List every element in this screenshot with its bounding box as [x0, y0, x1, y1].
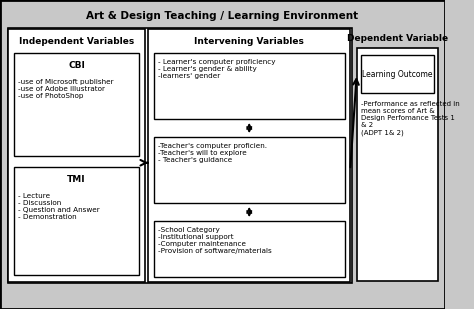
Text: -Performance as reflected in
mean scores of Art &
Design Perfomance Tests 1
& 2
: -Performance as reflected in mean scores… [361, 101, 459, 136]
Text: Art & Design Teaching / Learning Environment: Art & Design Teaching / Learning Environ… [86, 11, 358, 21]
Text: TMI: TMI [67, 175, 86, 184]
Text: -Teacher's computer proficien.
-Teacher's will to explore
- Teacher's guidance: -Teacher's computer proficien. -Teacher'… [158, 143, 267, 163]
Text: Dependent Variable: Dependent Variable [347, 33, 448, 43]
Bar [14, 167, 139, 275]
Text: CBI: CBI [68, 61, 85, 70]
Text: -School Category
-Institutional support
-Computer maintenance
-Provision of soft: -School Category -Institutional support … [158, 227, 272, 254]
Text: Independent Variables: Independent Variables [19, 36, 134, 45]
Bar [14, 53, 139, 156]
Bar [9, 29, 145, 282]
Text: Learning Outcome: Learning Outcome [362, 70, 433, 78]
Text: -use of Microsoft publisher
-use of Adobe illustrator
-use of PhotoShop: -use of Microsoft publisher -use of Adob… [18, 79, 113, 99]
Bar [154, 53, 345, 119]
Bar [362, 55, 434, 93]
Text: - Learner's computer proficiency
- Learner's gender & ability
-learners' gender: - Learner's computer proficiency - Learn… [158, 59, 275, 79]
Bar [8, 28, 352, 283]
Text: - Lecture
- Discussion
- Question and Answer
- Demonstration: - Lecture - Discussion - Question and An… [18, 193, 100, 220]
Bar [357, 48, 438, 281]
Text: Intervening Variables: Intervening Variables [194, 36, 304, 45]
Bar [154, 137, 345, 203]
Bar [148, 29, 350, 282]
Bar [154, 221, 345, 277]
